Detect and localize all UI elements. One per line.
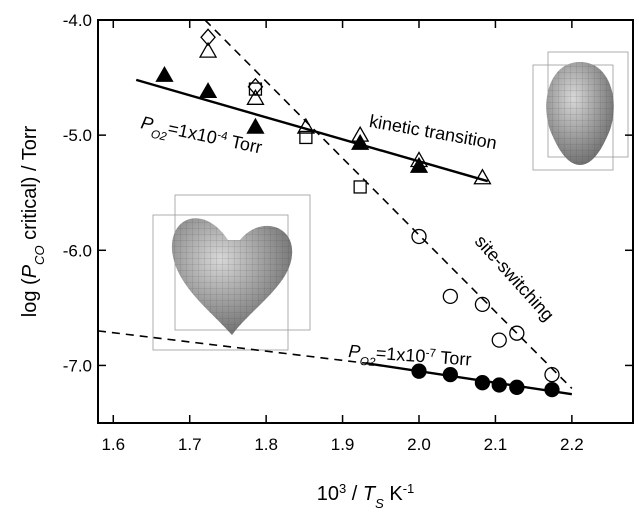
marker-triangle — [246, 88, 265, 105]
marker-circle — [411, 363, 427, 379]
annotation: PO2=1x10-4 Torr — [138, 112, 264, 163]
x-tick-label: 1.7 — [178, 435, 202, 454]
marker-circle — [509, 325, 525, 341]
marker-circle — [544, 366, 560, 383]
marker-circle — [491, 377, 507, 393]
marker-triangle — [296, 117, 316, 134]
plot-frame — [97, 19, 634, 424]
marker-triangle — [409, 151, 429, 168]
y-tick-label: -6.0 — [63, 241, 92, 260]
annotation-part: Torr — [225, 131, 264, 158]
heart-inset — [152, 194, 311, 351]
annotation-part: =1x10 — [375, 343, 426, 366]
x-axis-title-part: 10 — [317, 483, 339, 505]
x-axis-title-part: K — [384, 483, 404, 505]
x-axis-title-part: / — [346, 483, 363, 505]
marker-triangle — [351, 133, 370, 150]
annotation-part: O2 — [359, 354, 376, 368]
marker-circle — [442, 288, 458, 304]
marker-triangle — [155, 65, 174, 82]
y-axis-title: log (PCO critical) / Torr — [19, 125, 47, 317]
annotation-part: Torr — [435, 347, 472, 369]
x-axis-title: 103 / TS K-1 — [317, 481, 415, 511]
y-axis-title-part: CO — [32, 245, 47, 265]
ellipsoid-inset — [532, 51, 629, 171]
y-axis-title-part: P — [19, 264, 41, 278]
marker-triangle — [351, 125, 370, 142]
x-tick-label: 1.8 — [254, 435, 278, 454]
fit-line — [204, 19, 573, 390]
annotation-part: P — [139, 112, 155, 134]
x-axis-title-part: S — [375, 496, 384, 511]
x-axis-title-part: T — [363, 483, 377, 505]
fit-line — [365, 361, 573, 396]
marker-circle — [442, 366, 458, 383]
y-tick-label: -7.0 — [63, 356, 92, 375]
x-axis-title-part: -1 — [403, 481, 415, 496]
annotation-part: O2 — [150, 127, 168, 143]
x-tick-label: 2.1 — [484, 435, 508, 454]
marker-triangle — [246, 117, 265, 134]
annotation-part: =1x10 — [166, 118, 219, 148]
marker-circle — [474, 375, 491, 391]
y-axis-title-part: log ( — [19, 278, 41, 317]
marker-circle — [544, 381, 560, 398]
marker-circle — [474, 296, 491, 313]
annotation: kinetic transition — [368, 111, 499, 153]
annotation-part: P — [348, 341, 361, 362]
x-tick-label: 2.2 — [560, 435, 584, 454]
annotation: PO2=1x10-7 Torr — [347, 341, 472, 376]
annotation-part: kinetic transition — [368, 111, 499, 153]
marker-triangle — [198, 82, 218, 99]
marker-square — [353, 180, 367, 194]
annotation-part: -4 — [216, 128, 229, 143]
y-axis-title-part: critical) / Torr — [19, 125, 41, 245]
marker-triangle — [473, 168, 492, 185]
annotation-part: -7 — [425, 346, 436, 360]
x-axis-title-part: 3 — [339, 481, 346, 496]
x-tick-label: 1.9 — [331, 435, 355, 454]
y-tick-label: -4.0 — [63, 11, 92, 30]
marker-circle — [509, 379, 525, 395]
marker-triangle — [198, 41, 218, 58]
marker-square — [299, 130, 313, 145]
x-tick-label: 1.6 — [101, 435, 125, 454]
x-tick-label: 2.0 — [407, 435, 431, 454]
marker-circle — [411, 228, 427, 245]
marker-circle — [491, 332, 507, 348]
marker-triangle — [409, 156, 429, 173]
fit-line — [97, 330, 366, 364]
y-tick-label: -5.0 — [63, 126, 92, 145]
marker-diamond — [200, 28, 216, 47]
marker-square — [248, 82, 263, 96]
